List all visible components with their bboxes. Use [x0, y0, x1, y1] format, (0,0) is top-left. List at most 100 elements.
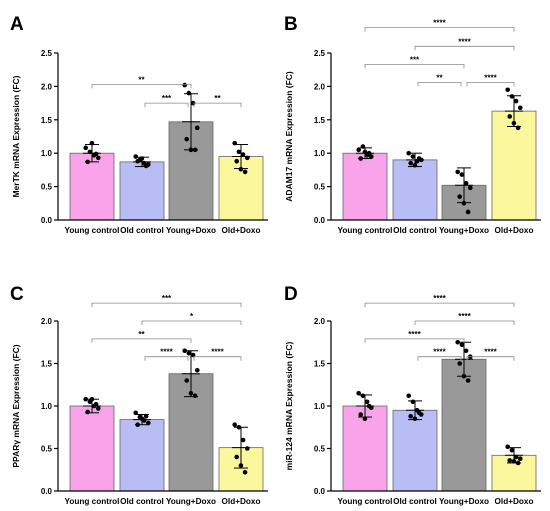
y-axis-title: PPARγ mRNA Expression (FC): [11, 344, 21, 467]
significance-label: **: [436, 73, 443, 82]
y-tick-label: 0.5: [314, 445, 326, 454]
significance-bracket: [144, 102, 189, 108]
panel-letter: D: [284, 284, 298, 305]
panel-letter: A: [10, 14, 24, 35]
data-point: [518, 456, 523, 462]
data-point: [505, 444, 511, 450]
bar-0: [69, 405, 115, 492]
y-axis-title: ADAM17 mRNA Expression (FC): [284, 71, 294, 202]
category-label: Old+Doxo: [222, 226, 261, 235]
y-tick-label: 1.5: [314, 360, 326, 369]
chart-panel-c: C PPARγ mRNA Expression (FC) 0.0 0.5 1.0 1.5 2…: [10, 284, 268, 506]
data-point: [135, 158, 140, 164]
data-point: [236, 149, 242, 155]
significance-label: ****: [160, 348, 173, 357]
category-label: Young+Doxo: [166, 226, 216, 235]
data-point: [465, 209, 471, 215]
data-point: [93, 151, 99, 157]
significance-label: **: [138, 75, 145, 84]
data-point: [408, 413, 414, 419]
significance-bracket: [193, 356, 242, 361]
category-label: Old+Doxo: [495, 497, 534, 506]
y-tick-label: 1.0: [41, 402, 53, 411]
category-label: Young+Doxo: [439, 226, 489, 235]
data-point: [182, 82, 187, 88]
data-point: [509, 447, 515, 453]
y-tick-label: 1.0: [314, 149, 326, 158]
category-label: Young control: [338, 497, 393, 506]
significance-bracket: [91, 83, 192, 89]
data-point: [184, 136, 189, 142]
significance-bracket: [141, 320, 242, 325]
y-tick-label: 1.0: [41, 149, 53, 158]
data-point: [184, 378, 189, 383]
bar-1: [119, 419, 165, 492]
data-point: [232, 422, 237, 428]
panel-letter: C: [10, 284, 24, 305]
data-point: [242, 169, 248, 175]
y-tick-label: 0.5: [41, 183, 53, 192]
data-point: [186, 351, 192, 356]
data-point: [96, 406, 101, 411]
bar-0: [342, 152, 388, 221]
bar-1: [119, 161, 165, 221]
data-point: [358, 412, 364, 417]
significance-bracket: [466, 81, 515, 87]
y-tick-label: 0.0: [314, 487, 326, 496]
significance-label: ****: [211, 348, 224, 357]
significance-label: ***: [162, 294, 172, 303]
data-point: [143, 163, 149, 169]
data-point: [195, 368, 200, 373]
y-tick-label: 1.5: [41, 116, 53, 125]
significance-label: ****: [484, 348, 497, 357]
data-point: [234, 158, 239, 164]
chart-panel-a: A MerTK mRNA Expression (FC) 0.0 0.5 1.0 1.5 2…: [10, 14, 268, 235]
significance-bracket: [364, 63, 465, 69]
significance-bracket: [91, 338, 192, 343]
bar-1: [392, 409, 438, 492]
data-point: [463, 180, 469, 186]
significance-label: ****: [433, 348, 446, 357]
bar-0: [69, 152, 115, 221]
significance-bracket: [417, 81, 462, 87]
significance-label: ***: [410, 55, 420, 64]
y-tick-label: 0.5: [41, 445, 53, 454]
data-point: [85, 409, 90, 415]
y-tick-label: 2.5: [314, 49, 326, 58]
significance-label: **: [214, 94, 221, 103]
bar-2: [441, 358, 487, 492]
chart-panel-b: B ADAM17 mRNA Expression (FC) 0.0 0.5 1.0 1.5…: [284, 14, 541, 235]
data-point: [356, 390, 362, 396]
significance-bracket: [414, 320, 515, 325]
data-point: [416, 410, 422, 416]
data-point: [507, 114, 512, 119]
data-point: [133, 154, 138, 159]
data-point: [513, 98, 519, 104]
category-label: Young control: [338, 226, 393, 235]
data-point: [93, 402, 99, 407]
significance-bracket: [91, 302, 242, 308]
data-point: [455, 169, 461, 175]
bar-3: [491, 110, 537, 221]
data-point: [83, 145, 88, 151]
data-point: [364, 399, 370, 405]
data-point: [133, 410, 138, 416]
data-point: [195, 125, 200, 131]
data-point: [242, 470, 248, 475]
category-label: Young+Doxo: [439, 497, 489, 506]
data-point: [234, 454, 239, 460]
data-point: [406, 393, 412, 399]
data-point: [463, 348, 469, 354]
y-tick-label: 0.0: [41, 216, 53, 225]
y-tick-label: 2.0: [314, 317, 326, 326]
significance-label: **: [138, 330, 145, 339]
category-label: Old control: [120, 497, 164, 506]
data-point: [459, 172, 465, 177]
data-point: [505, 87, 511, 93]
data-point: [356, 147, 362, 153]
data-point: [408, 160, 414, 166]
data-point: [465, 378, 471, 383]
data-point: [192, 393, 198, 399]
y-tick-label: 1.5: [314, 116, 326, 125]
data-point: [507, 458, 512, 463]
